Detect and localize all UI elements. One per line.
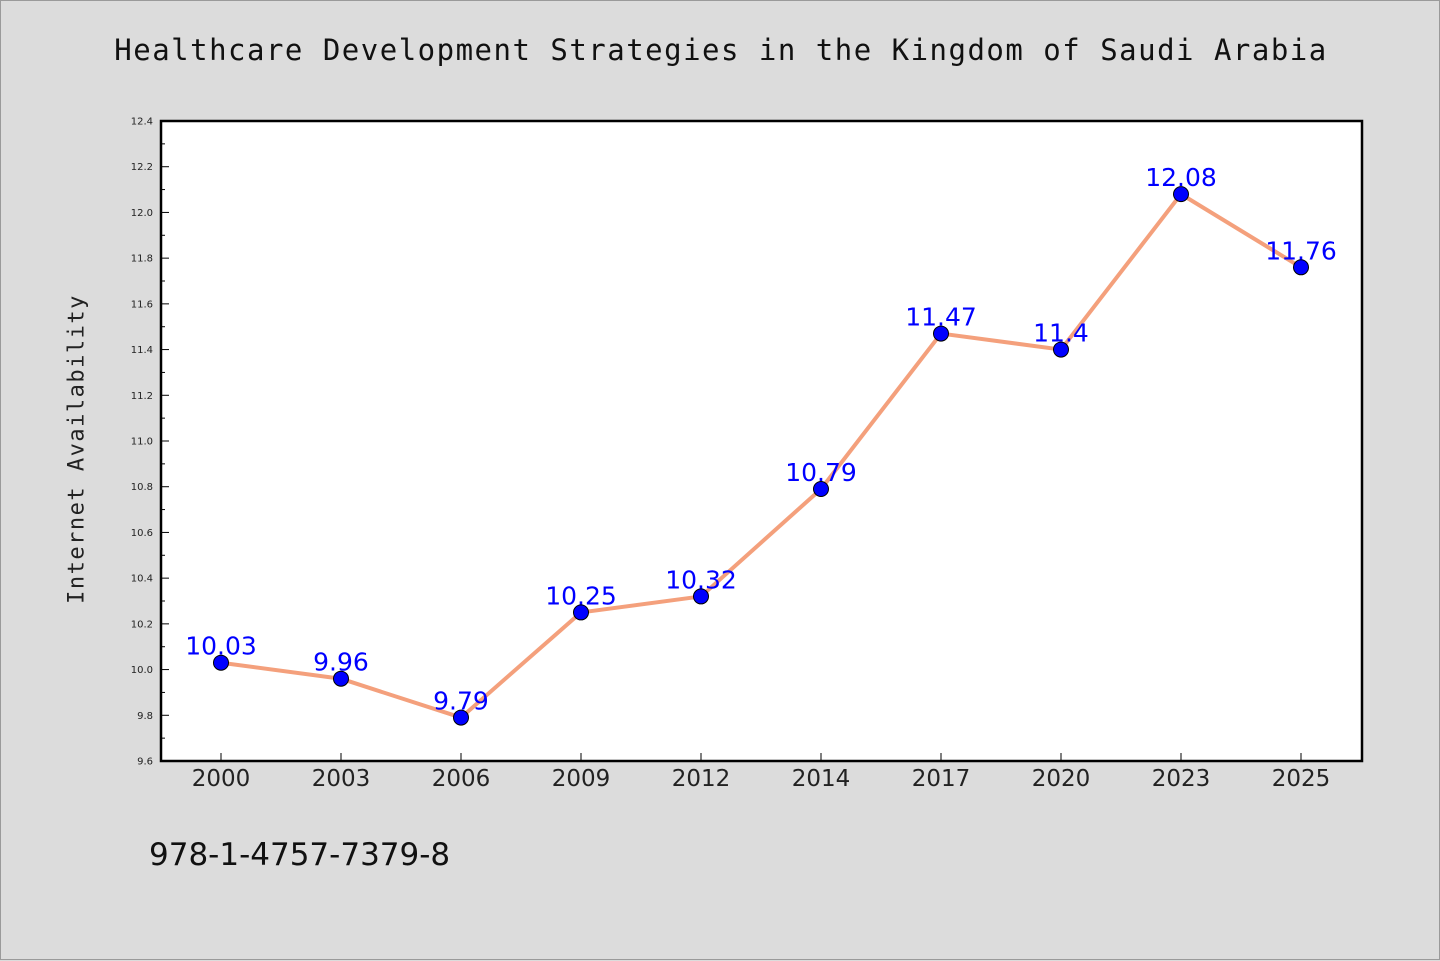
data-point [1053, 341, 1069, 358]
y-tick-label: 12.0 [131, 208, 153, 219]
y-tick-label: 11.2 [131, 391, 153, 402]
data-label: 9.79 [433, 687, 489, 716]
y-tick-label: 10.0 [131, 665, 153, 676]
y-tick-label: 10.4 [131, 574, 153, 585]
data-label: 10.03 [185, 632, 257, 661]
data-point [933, 325, 949, 342]
isbn-text: 978-1-4757-7379-8 [149, 837, 451, 873]
y-tick-label: 9.8 [137, 711, 153, 722]
series-line [219, 192, 1303, 720]
data-point [1173, 186, 1189, 203]
y-tick-label: 10.6 [131, 528, 153, 539]
data-point [813, 481, 829, 497]
data-point [1293, 259, 1309, 276]
y-tick-label: 11.8 [131, 254, 153, 265]
y-tick-label: 10.8 [131, 482, 153, 493]
y-tick-label: 12.4 [131, 117, 153, 128]
chart-title: Healthcare Development Strategies in the… [114, 33, 1328, 67]
data-point [333, 670, 349, 687]
data-point [573, 604, 589, 621]
data-label: 11.47 [905, 303, 977, 332]
y-tick-label: 11.0 [131, 437, 153, 448]
y-tick-label: 11.6 [131, 299, 153, 310]
y-tick-label: 10.2 [131, 619, 153, 630]
plot-area [161, 121, 1362, 761]
plot-border [159, 119, 1364, 763]
y-tick-label: 9.6 [137, 757, 153, 768]
x-tick-label: 2003 [312, 766, 371, 792]
y-tick-label: 11.4 [131, 345, 153, 356]
x-tick-label: 2014 [792, 766, 851, 792]
data-label: 10.25 [545, 581, 617, 610]
data-label: 11.4 [1033, 319, 1089, 348]
data-label: 9.96 [313, 648, 369, 677]
y-tick-label: 12.2 [131, 162, 153, 173]
x-tick-label: 2023 [1152, 766, 1211, 792]
data-point [453, 709, 469, 726]
data-label: 10.79 [785, 458, 857, 487]
data-label: 10.32 [665, 565, 737, 594]
x-tick-label: 2000 [192, 766, 251, 792]
x-tick-label: 2009 [552, 766, 611, 792]
x-tick-label: 2006 [432, 766, 491, 792]
x-tick-label: 2025 [1272, 766, 1331, 792]
data-label: 12.08 [1145, 163, 1217, 192]
data-point [693, 588, 709, 605]
data-label: 11.76 [1265, 236, 1337, 265]
x-tick-label: 2017 [912, 766, 971, 792]
data-point [213, 654, 229, 671]
x-tick-label: 2020 [1032, 766, 1091, 792]
x-tick-label: 2012 [672, 766, 731, 792]
